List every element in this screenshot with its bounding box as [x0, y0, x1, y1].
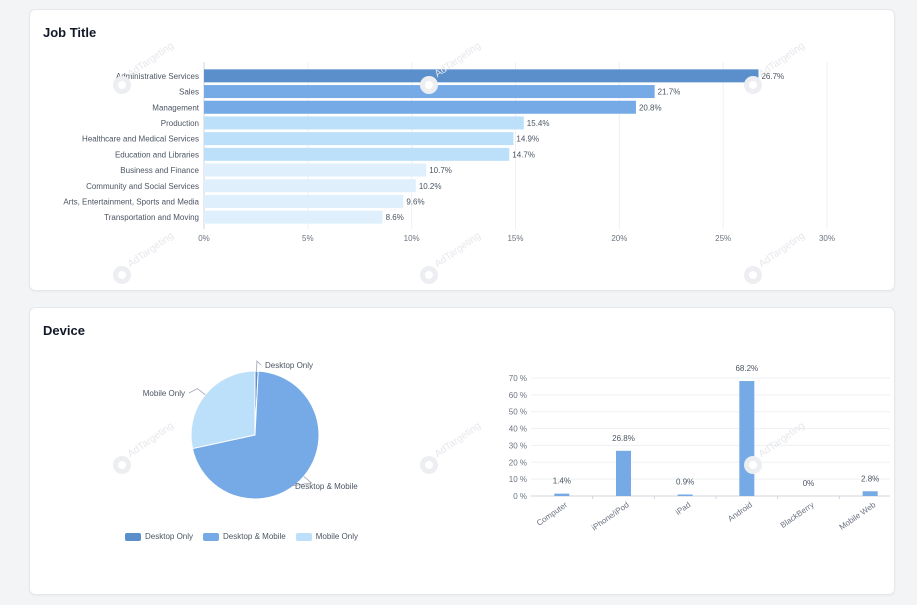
bar	[204, 179, 416, 193]
x-tick-label: 20%	[611, 234, 627, 243]
legend-item[interactable]: Desktop & Mobile	[203, 532, 286, 541]
category-label: Arts, Entertainment, Sports and Media	[63, 197, 199, 206]
x-tick-label: iPhone/iPod	[590, 500, 631, 532]
bar	[204, 132, 514, 146]
data-label: 14.7%	[512, 150, 535, 159]
category-label: Administrative Services	[116, 72, 199, 81]
device-pie-chart: Desktop Only Desktop & Mobile Mobile Only	[143, 360, 358, 500]
category-label: Transportation and Moving	[104, 213, 199, 222]
legend-item[interactable]: Desktop Only	[125, 532, 193, 541]
bar	[204, 85, 655, 99]
bar	[554, 493, 570, 496]
bar	[204, 194, 404, 208]
x-tick-label: 10%	[404, 234, 420, 243]
x-tick-label: 5%	[302, 234, 314, 243]
data-label: 14.9%	[516, 135, 539, 144]
x-tick-label: iPad	[674, 500, 692, 517]
data-label: 2.8%	[861, 474, 879, 483]
category-label: Healthcare and Medical Services	[82, 135, 199, 144]
data-label: 26.8%	[612, 434, 635, 443]
pie-leader-line	[256, 360, 262, 372]
legend-label: Desktop & Mobile	[223, 532, 286, 541]
category-label: Education and Libraries	[115, 150, 199, 159]
pie-label: Desktop Only	[265, 361, 313, 370]
os-bar-chart: 0 % 10 % 20 % 30 % 40 % 50 % 60 % 70 % 1.4% Compu…	[509, 364, 890, 532]
data-label: 21.7%	[658, 88, 681, 97]
pie-label: Desktop & Mobile	[295, 482, 358, 491]
job-title-card: Job Title 0% 5% 10% 15% 20% 25% 30% Administrat…	[29, 9, 895, 291]
x-tick-label: 15%	[507, 234, 523, 243]
category-label: Production	[161, 119, 199, 128]
data-label: 1.4%	[553, 477, 571, 486]
x-tick-label: 0%	[198, 234, 210, 243]
legend-swatch	[125, 532, 141, 541]
bar	[204, 163, 427, 177]
bar	[204, 210, 383, 224]
pie-slice	[191, 370, 320, 500]
data-label: 68.2%	[735, 364, 758, 373]
category-label: Business and Finance	[120, 166, 199, 175]
bar	[204, 147, 510, 161]
device-heading: Device	[43, 323, 85, 338]
data-label: 26.7%	[761, 72, 784, 81]
x-tick-label: 25%	[715, 234, 731, 243]
x-tick-label: BlackBerry	[779, 500, 816, 530]
data-label: 10.7%	[429, 166, 452, 175]
pie-legend: Desktop Only Desktop & Mobile Mobile Only	[125, 532, 358, 541]
bar	[204, 116, 524, 130]
y-tick-label: 70 %	[509, 374, 527, 383]
x-tick-label: Android	[726, 500, 754, 523]
pie-slice	[190, 370, 256, 450]
data-label: 9.6%	[406, 197, 424, 206]
pie-leader-line	[290, 476, 313, 487]
legend-label: Mobile Only	[315, 532, 358, 541]
job-title-bar-chart: 0% 5% 10% 15% 20% 25% 30% Administrative Servic…	[63, 62, 835, 243]
legend-item[interactable]: Mobile Only	[295, 532, 358, 541]
legend-label: Desktop Only	[145, 532, 194, 541]
category-label: Management	[152, 103, 199, 112]
data-label: 15.4%	[527, 119, 550, 128]
data-label: 8.6%	[386, 213, 404, 222]
category-label: Sales	[179, 88, 199, 97]
data-label: 20.8%	[639, 103, 662, 112]
y-tick-label: 20 %	[509, 458, 527, 467]
y-tick-label: 40 %	[509, 425, 527, 434]
data-label: 10.2%	[419, 182, 442, 191]
device-card: Device Desktop Only Desktop & Mobile Mobil…	[29, 307, 895, 595]
bar	[204, 69, 759, 83]
bar	[677, 494, 693, 496]
bar	[616, 450, 631, 496]
pie-leader-line	[188, 388, 206, 396]
data-label: 0.9%	[676, 477, 694, 486]
legend-swatch	[295, 532, 312, 541]
pie-label: Mobile Only	[143, 389, 185, 398]
y-tick-label: 50 %	[509, 408, 527, 417]
x-tick-label: Computer	[535, 500, 569, 528]
bar	[739, 381, 755, 496]
y-tick-label: 60 %	[509, 391, 527, 400]
bar	[204, 100, 636, 114]
job-title-heading: Job Title	[43, 25, 97, 40]
y-tick-label: 10 %	[509, 475, 527, 484]
y-tick-label: 0 %	[513, 492, 527, 501]
y-tick-label: 30 %	[509, 441, 527, 450]
legend-swatch	[203, 532, 220, 541]
bar	[862, 491, 878, 496]
x-tick-label: 30%	[819, 234, 835, 243]
data-label: 0%	[803, 479, 815, 488]
x-tick-label: Mobile Web	[838, 500, 878, 532]
category-label: Community and Social Services	[86, 182, 199, 191]
